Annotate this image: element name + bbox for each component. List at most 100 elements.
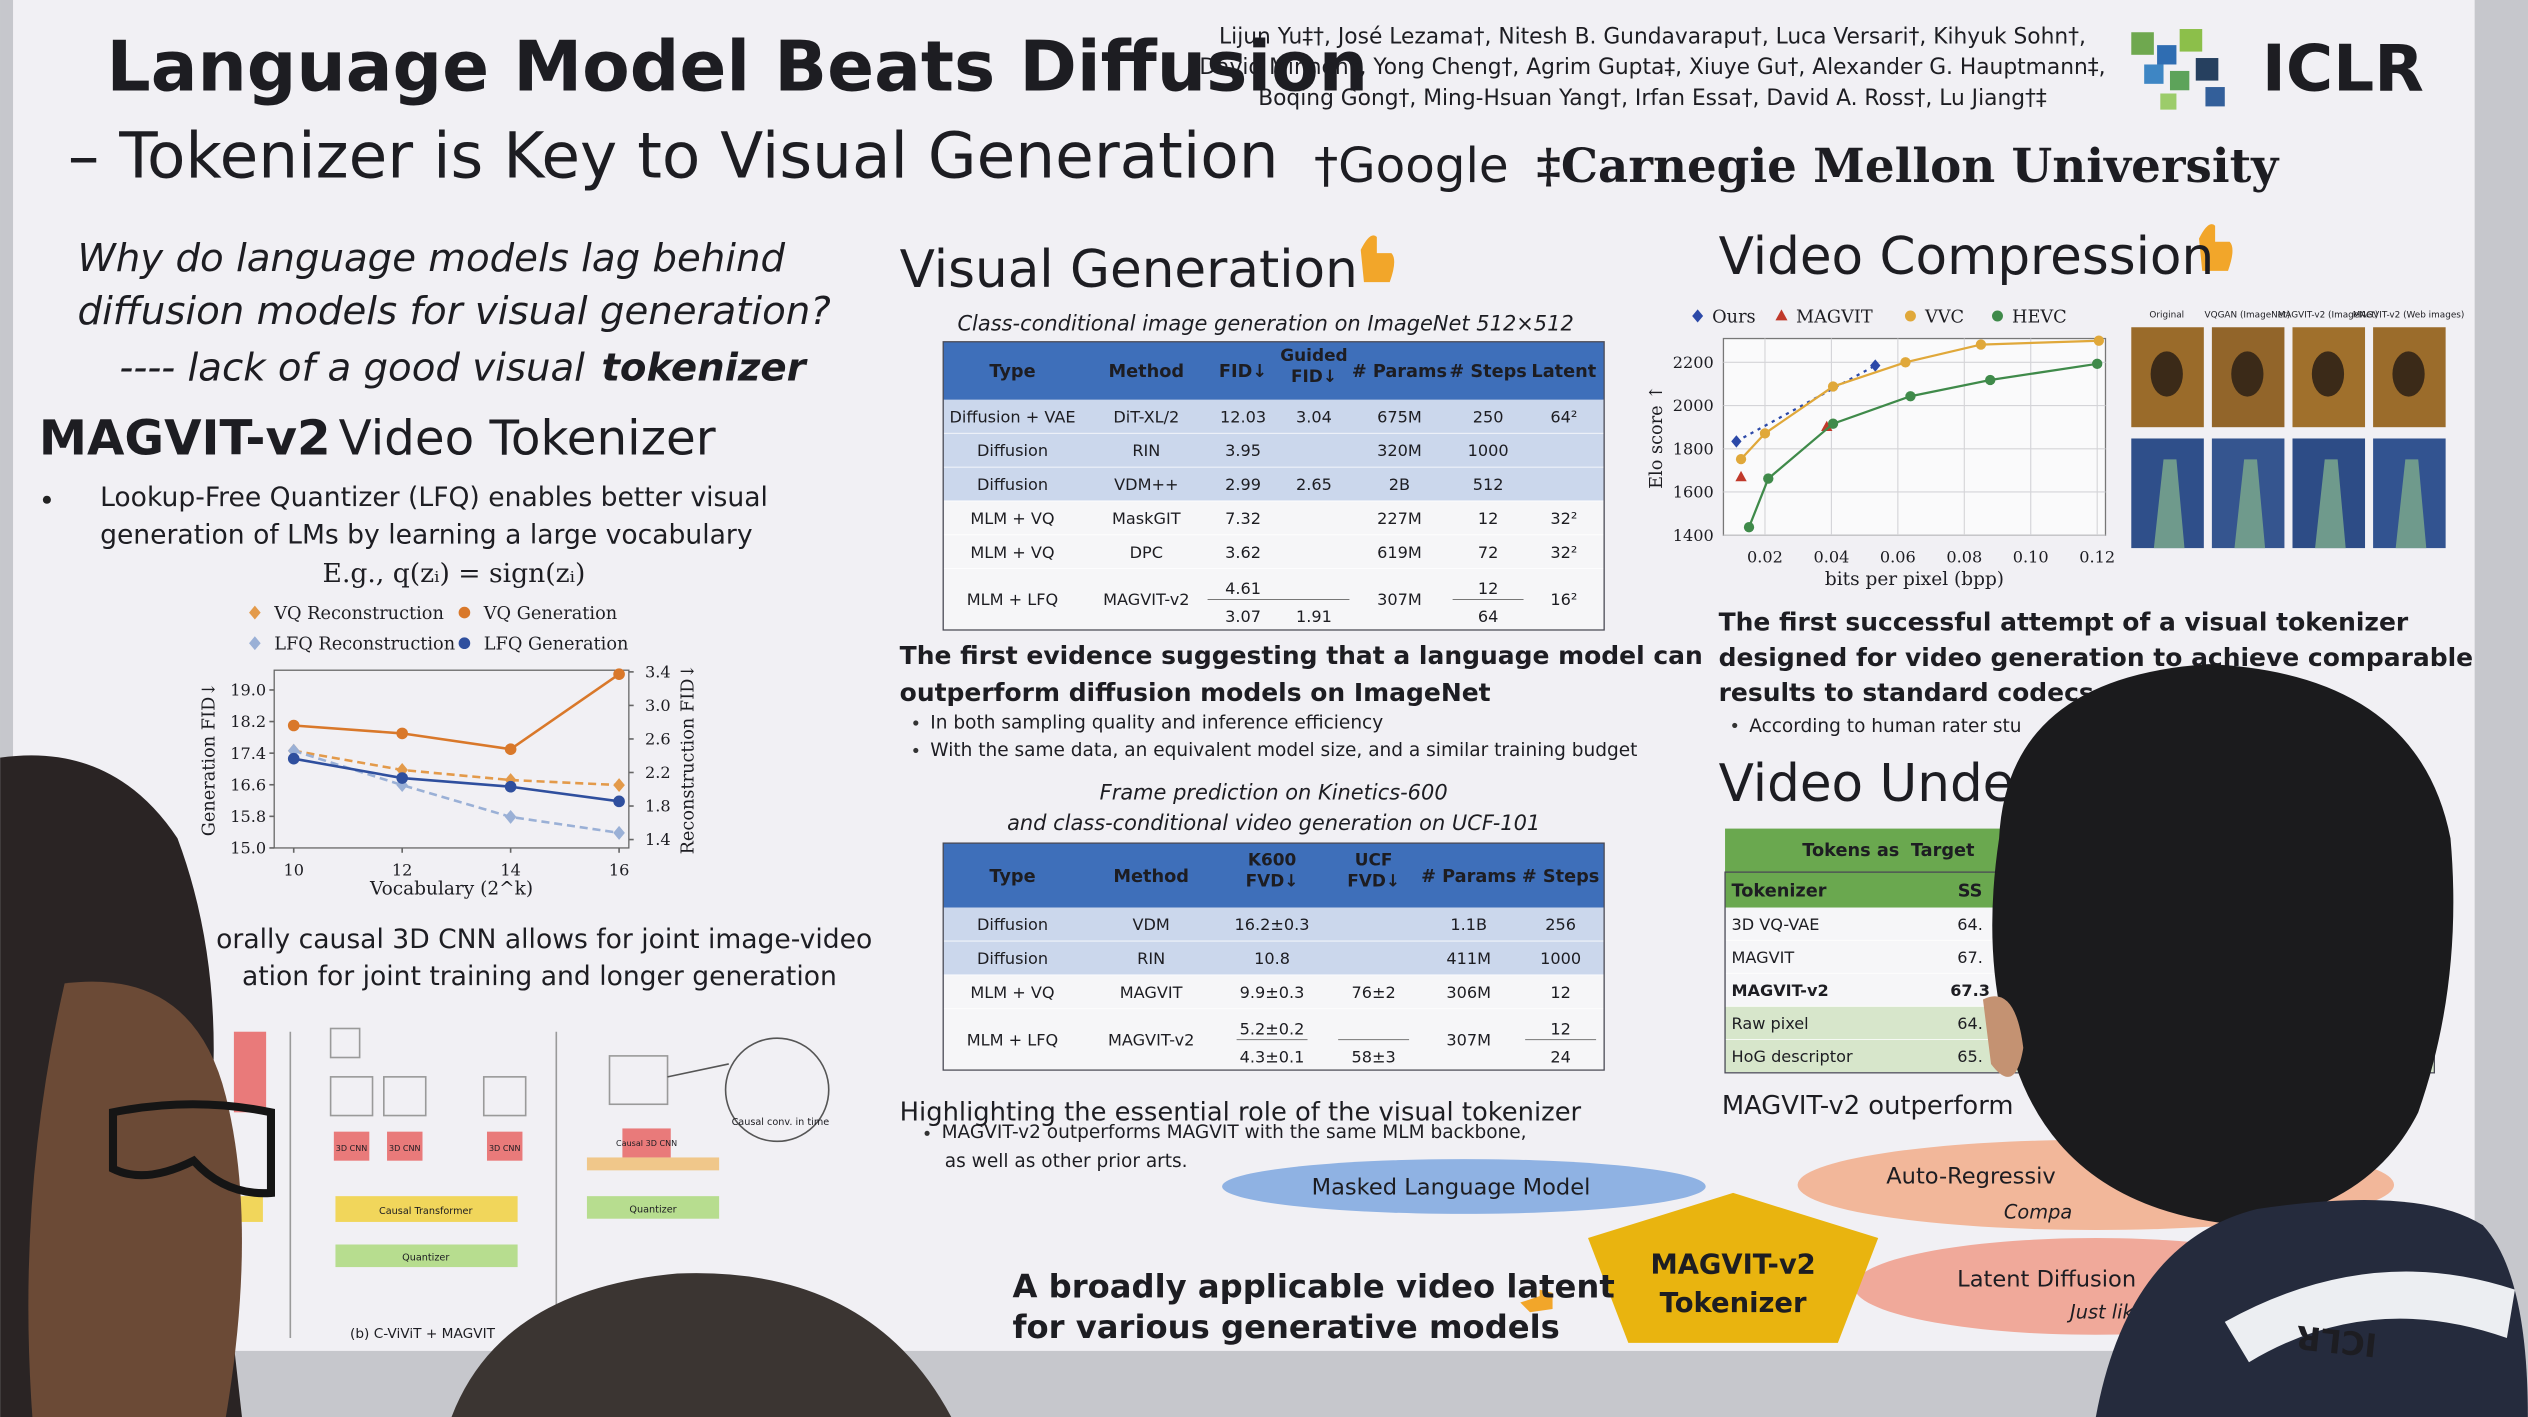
table-header-cell: Tokens as: [1802, 841, 1899, 861]
table-row: [943, 975, 1605, 1010]
data-point: [1735, 470, 1747, 482]
table-row: [943, 535, 1605, 570]
table-cell: HoG descriptor: [1731, 1047, 1852, 1066]
table-cell: MaskGIT: [1112, 509, 1181, 528]
section-title: MAGVIT-v2: [39, 411, 331, 467]
person-ear: [1982, 996, 2024, 1077]
finding: The first successful attempt of a visual…: [1719, 607, 2409, 636]
table-header-cell: # Params: [1421, 867, 1516, 887]
x-axis-title: bits per pixel (bpp): [1825, 569, 2004, 590]
data-point: [613, 795, 625, 808]
y2-tick-label: 1.8: [645, 797, 671, 816]
table-cell: 675M: [1377, 407, 1422, 426]
data-point: [504, 809, 517, 824]
legend-marker: [1775, 309, 1788, 321]
table-header: [943, 843, 1605, 908]
legend-label: VVC: [1924, 307, 1964, 327]
image-label: MAGVIT-v2 (Web images): [2353, 311, 2465, 321]
mlm-cloud: [1222, 1159, 1706, 1214]
table-header-cell: K600: [1248, 850, 1296, 870]
data-point: [1827, 381, 1839, 392]
conference-logo: ICLR: [2262, 31, 2424, 106]
table-row: [943, 941, 1605, 976]
cloud-label: Masked Language Model: [1312, 1175, 1591, 1201]
table-cell: 227M: [1377, 509, 1422, 528]
table-cell: Diffusion: [977, 949, 1048, 968]
data-point: [1731, 435, 1742, 448]
finding: The first evidence suggesting that a lan…: [900, 641, 1703, 670]
legend-label: HEVC: [2012, 307, 2067, 327]
table-row: [943, 433, 1605, 468]
legend-label: VQ Generation: [483, 604, 617, 624]
table-cell: 12: [1478, 579, 1499, 598]
table-cell: MAGVIT-v2: [1108, 1030, 1194, 1049]
table-cell: MAGVIT-v2: [1731, 981, 1828, 1000]
data-point: [1827, 418, 1839, 429]
table-cell: 619M: [1377, 543, 1422, 562]
table-cell: 5.2±0.2: [1240, 1019, 1305, 1038]
y2-tick-label: 2.6: [645, 730, 671, 749]
table-cell: Diffusion + VAE: [949, 407, 1075, 426]
data-point: [504, 743, 517, 756]
x-tick-label: 0.04: [1813, 548, 1849, 567]
bullet-text: generation of LMs by learning a large vo…: [100, 519, 753, 550]
table-cell: Diffusion: [977, 915, 1048, 934]
table-cell: 512: [1473, 475, 1504, 494]
bullet-text: orally causal 3D CNN allows for joint im…: [216, 924, 872, 955]
table-cell: 64²: [1550, 407, 1577, 426]
image-label: Original: [2149, 311, 2184, 321]
diagram-label: 3D CNN: [389, 1144, 421, 1153]
table-header-cell: Method: [1109, 362, 1185, 382]
table-cell: 10.8: [1254, 949, 1290, 968]
table-header-cell: FVD↓: [1347, 871, 1400, 891]
table-caption: and class-conditional video generation o…: [1007, 811, 1540, 835]
bullet: [42, 495, 51, 504]
table-cell: MAGVIT: [1120, 983, 1183, 1002]
data-point: [1763, 473, 1774, 484]
data-point: [1900, 357, 1911, 368]
question: Why do language models lag behind: [78, 236, 786, 281]
reconstruction-images: [2131, 327, 2446, 549]
cloud-label: Auto-Regressiv: [1886, 1163, 2056, 1189]
table-cell: 3.04: [1296, 407, 1332, 426]
cloud-note: Just lik: [2066, 1301, 2134, 1324]
data-point: [1759, 428, 1771, 439]
bullet-text: With the same data, an equivalent model …: [930, 740, 1637, 761]
table-cell: 320M: [1377, 441, 1422, 460]
y-axis-title: Elo score ↑: [1647, 385, 1667, 489]
legend-label: LFQ Reconstruction: [274, 635, 455, 655]
table-cell: 1.1B: [1450, 915, 1487, 934]
y-tick-label: 2000: [1673, 396, 1714, 415]
table-cell: RIN: [1137, 949, 1165, 968]
section-title: Visual Generation: [900, 240, 1358, 300]
series-line: [293, 749, 620, 787]
diagram-label: Causal 3D CNN: [616, 1139, 677, 1148]
diagram-label: Causal Transformer: [379, 1206, 472, 1217]
lanyard: [2224, 1271, 2515, 1363]
diagram-label: 3D CNN: [336, 1144, 368, 1153]
architecture-diagram: [233, 1027, 830, 1339]
table-cell: 65.: [1957, 1047, 1983, 1066]
table-frame: [942, 842, 1605, 1071]
audience: ICLR: [0, 664, 2528, 1417]
table-cell: 307M: [1377, 590, 1422, 609]
x-tick-label: 12: [392, 860, 413, 879]
x-tick-label: 0.08: [1946, 548, 1982, 567]
data-point: [613, 825, 625, 840]
legend-label: VQ Reconstruction: [273, 604, 444, 624]
table-cell: 64.: [1957, 915, 1983, 934]
image-label: MAGVIT-v2 (ImageNet): [2278, 311, 2379, 321]
y2-tick-label: 3.4: [645, 663, 671, 682]
table-header-cell: Tokenizer: [1731, 881, 1826, 901]
y-tick-label: 15.0: [230, 839, 266, 858]
table-cell: 3D VQ-VAE: [1731, 915, 1819, 934]
data-point: [1870, 359, 1881, 372]
finding: outperform diffusion models on ImageNet: [900, 678, 1491, 707]
diagram-label: Quantizer: [402, 1253, 449, 1264]
table-header-cell: Type: [989, 867, 1035, 887]
table-cell: MLM + VQ: [970, 543, 1054, 562]
y-tick-label: 16.6: [230, 775, 266, 794]
table-header-cell: Type: [989, 362, 1035, 382]
y2-tick-label: 2.2: [645, 763, 671, 782]
x-tick-label: 16: [609, 860, 629, 879]
